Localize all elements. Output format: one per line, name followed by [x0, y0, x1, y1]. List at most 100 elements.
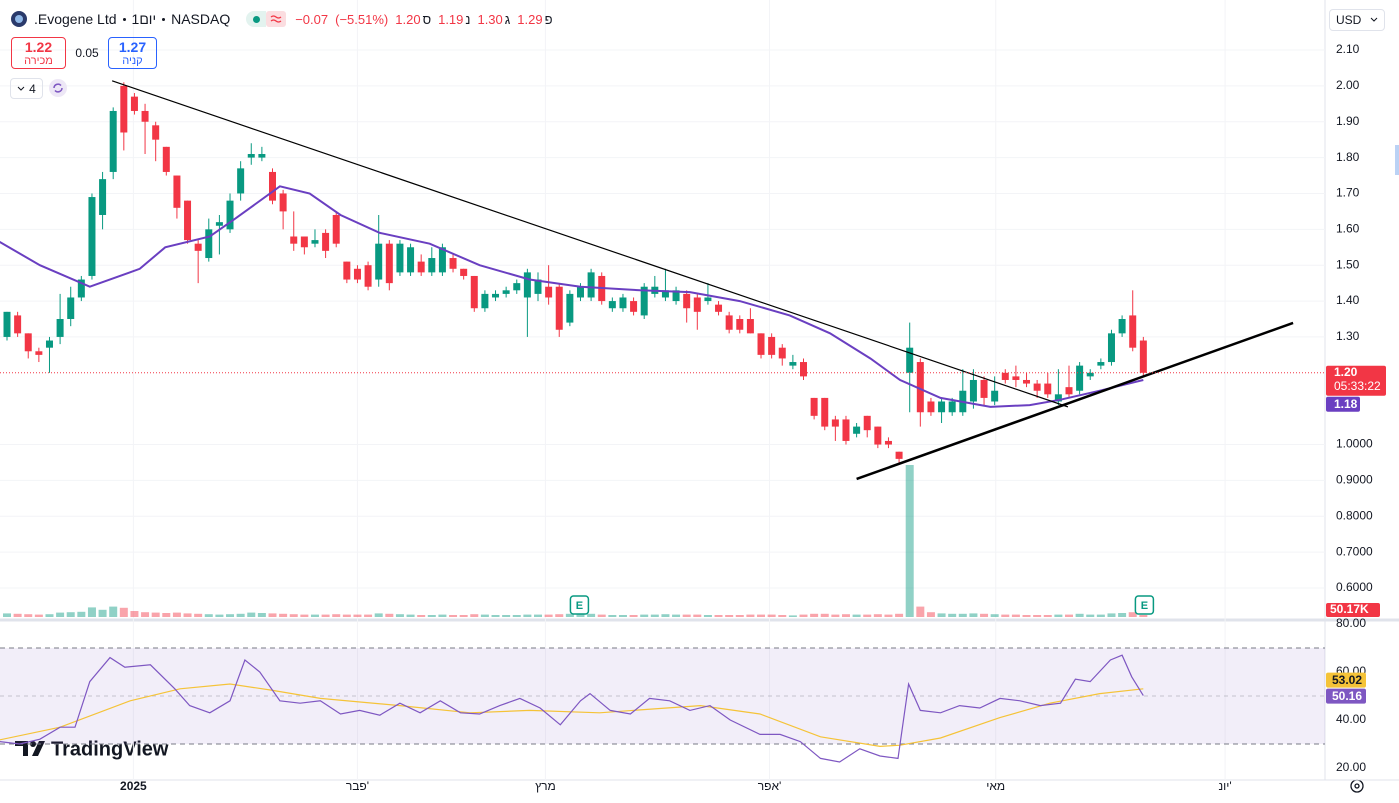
volume-bar [682, 614, 691, 617]
candle-body [1107, 333, 1115, 363]
candle-body [109, 110, 117, 172]
volume-bar [1118, 613, 1127, 617]
candle-body [545, 286, 553, 298]
change-percent: (−5.51%) [335, 11, 389, 27]
volume-bar [1022, 615, 1031, 617]
volume-bar [162, 613, 171, 617]
candle-body [492, 293, 500, 298]
volume-bar [449, 615, 458, 617]
candle-body [587, 272, 595, 298]
buy-button[interactable]: 1.27 קניה [108, 37, 157, 69]
settings-icon[interactable] [1350, 779, 1364, 793]
volume-bar [119, 607, 128, 617]
ma-badge [1326, 396, 1360, 412]
candle-body [916, 362, 924, 413]
ohlc-value: 1.20 [395, 11, 421, 27]
candle-body [948, 401, 956, 413]
volume-bar [841, 614, 850, 617]
candle-body [991, 390, 999, 402]
exchange: NASDAQ [171, 11, 231, 27]
price-badge [1326, 365, 1386, 396]
volume-bar [629, 615, 638, 617]
volume-bar [905, 465, 914, 617]
rsi-badge [1326, 688, 1366, 704]
extended-hours[interactable] [266, 11, 287, 27]
ohlc-value: 1.19 [438, 11, 464, 27]
volume-bar [459, 615, 468, 617]
candle-body [385, 243, 393, 284]
interval[interactable]: 1יום [131, 11, 157, 27]
candle-body [396, 243, 404, 273]
ohlc-item: נ 1.19 [438, 12, 470, 27]
candle-body [130, 96, 138, 111]
candle-body [67, 297, 75, 319]
candle-body [789, 362, 797, 366]
currency-selector[interactable]: USD [1329, 9, 1385, 31]
candle-body [534, 279, 542, 294]
candle-body [704, 297, 712, 302]
candle-body [874, 426, 882, 445]
volume-bar [247, 612, 256, 617]
rsi-band-fill [0, 648, 1325, 744]
volume-bar [757, 614, 766, 617]
market-status[interactable] [246, 11, 267, 27]
volume-bar [820, 613, 829, 617]
volume-bar [852, 614, 861, 617]
volume-bar [1043, 615, 1052, 617]
ohlc-item: ס 1.20 [395, 12, 431, 27]
candle-body [215, 222, 223, 226]
change: −0.07 [295, 11, 329, 27]
volume-bar [417, 615, 426, 617]
symbol-name[interactable]: Evogene Ltd. [34, 11, 117, 27]
volume-bar [45, 614, 54, 617]
volume-bar [693, 614, 702, 617]
volume-bar [523, 614, 532, 617]
candle-body [513, 283, 521, 291]
status-dot [252, 15, 260, 23]
volume-bar [650, 614, 659, 617]
buy-price: 1.27 [118, 39, 147, 55]
candle-body [1033, 383, 1041, 391]
volume-bar [1139, 614, 1148, 617]
candle-body [194, 243, 202, 251]
volume-bar [183, 613, 192, 617]
event-marker [1134, 595, 1155, 615]
volume-bar [1001, 614, 1010, 617]
volume-bar [215, 614, 224, 617]
badge-bg [266, 11, 287, 27]
sell-button[interactable]: 1.22 מכירה [11, 37, 66, 69]
y-tick-label: 0.6000 [1336, 580, 1373, 594]
event-label: E [1141, 600, 1148, 612]
volume-bar [395, 614, 404, 617]
candle-body [757, 333, 765, 355]
volume-bar [831, 614, 840, 617]
sell-price: 1.22 [24, 39, 53, 55]
volume-bar [544, 614, 553, 617]
volume-bar [555, 614, 564, 617]
volume-bar [491, 615, 500, 617]
candle-body [364, 265, 372, 287]
volume-bar [980, 613, 989, 617]
volume-bar [1075, 613, 1084, 617]
candle-body [555, 286, 563, 330]
volume-bar [77, 611, 86, 617]
volume-bar [300, 614, 309, 617]
volume-bar [279, 613, 288, 617]
candle-body [800, 362, 807, 377]
volume-bar [767, 614, 776, 617]
indicators-toggle[interactable]: 4 [10, 78, 43, 99]
volume-bar [873, 614, 882, 617]
volume-bar [990, 614, 999, 617]
scroll-handle[interactable] [1395, 145, 1399, 175]
y-tick-label: 1.40 [1336, 293, 1360, 307]
volume-bar [310, 614, 319, 617]
y-tick-label: 1.50 [1336, 257, 1360, 271]
volume-bar [24, 614, 33, 617]
volume-bar [565, 613, 574, 617]
volume-bar [204, 614, 213, 617]
refresh-button[interactable] [49, 79, 67, 97]
sell-label: מכירה [24, 55, 53, 67]
volume-bar [1065, 614, 1073, 617]
volume-bar [937, 613, 946, 617]
gear-ring [1350, 779, 1364, 793]
